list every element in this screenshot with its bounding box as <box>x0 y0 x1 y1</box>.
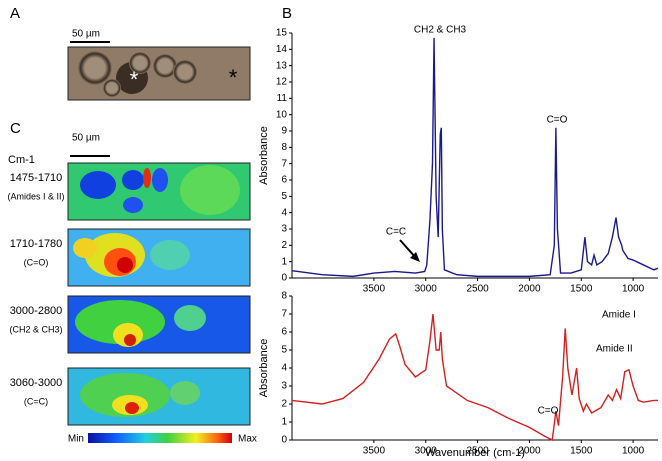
y-axis-label: Absorbance <box>258 126 270 185</box>
y-tick-label: 8 <box>281 142 287 153</box>
spectrum <box>291 37 659 278</box>
band-assignment: (C=C) <box>24 396 48 406</box>
y-tick-label: 14 <box>276 44 288 55</box>
colorbar <box>88 433 232 443</box>
x-tick-label: 3000 <box>415 446 438 457</box>
y-tick-label: 11 <box>277 93 288 104</box>
annotation: Amide II <box>596 344 633 355</box>
y-tick-label: 13 <box>276 60 288 71</box>
map <box>67 228 251 287</box>
y-tick-label: 3 <box>281 381 287 392</box>
y-tick-label: 4 <box>281 363 287 374</box>
map <box>67 367 251 426</box>
y-tick-label: 12 <box>276 77 288 88</box>
micrograph <box>67 46 251 101</box>
x-tick-label: 2500 <box>466 284 489 295</box>
x-tick-label: 1500 <box>570 284 593 295</box>
marker: * <box>130 67 139 92</box>
annotation: C=O <box>547 115 568 126</box>
x-tick-label: 2500 <box>466 446 489 457</box>
colorbar-label: Max <box>238 434 257 445</box>
map <box>67 162 251 221</box>
y-tick-label: 7 <box>281 158 287 169</box>
panel-label: C <box>10 120 21 137</box>
band-range: 1475-1710 <box>10 172 63 184</box>
band-assignment: (CH2 & CH3) <box>9 324 62 334</box>
x-axis-label: Wavenumber (cm-1) <box>425 447 525 459</box>
annotation: C=O <box>538 406 559 417</box>
scale-label: 50 µm <box>72 29 100 40</box>
panel-label: A <box>10 5 20 22</box>
annotation: C=C <box>386 227 406 238</box>
marker: * <box>229 65 238 90</box>
x-tick-label: 3500 <box>363 284 386 295</box>
y-tick-label: 2 <box>281 240 287 251</box>
unit-label: Cm-1 <box>8 154 35 166</box>
arrow-head <box>410 252 420 262</box>
y-tick-label: 9 <box>281 126 287 137</box>
x-tick-label: 3000 <box>415 284 438 295</box>
y-tick-label: 1 <box>281 256 287 267</box>
band-range: 1710-1780 <box>10 238 63 250</box>
band-assignment: (C=O) <box>24 257 49 267</box>
y-tick-label: 10 <box>276 109 288 120</box>
annotation: Amide I <box>602 310 636 321</box>
x-tick-label: 2000 <box>518 446 541 457</box>
y-tick-label: 3 <box>281 224 287 235</box>
spectrum <box>291 313 658 442</box>
band-assignment: (Amides I & II) <box>7 191 64 201</box>
panel-label: B <box>282 5 292 22</box>
x-tick-label: 3500 <box>363 446 386 457</box>
y-tick-label: 7 <box>281 309 287 320</box>
band-range: 3060-3000 <box>10 377 63 389</box>
x-tick-label: 2000 <box>518 284 541 295</box>
annotation: CH2 & CH3 <box>414 25 467 36</box>
y-tick-label: 1 <box>281 417 287 428</box>
colorbar-label: Min <box>68 434 84 445</box>
scale-label: 50 µm <box>72 133 100 144</box>
y-tick-label: 6 <box>281 327 287 338</box>
y-tick-label: 5 <box>281 191 287 202</box>
x-tick-label: 1000 <box>622 284 645 295</box>
y-tick-label: 0 <box>281 273 287 284</box>
y-tick-label: 4 <box>281 207 287 218</box>
x-tick-label: 1000 <box>622 446 645 457</box>
y-tick-label: 15 <box>276 28 288 39</box>
band-range: 3000-2800 <box>10 305 63 317</box>
y-tick-label: 0 <box>281 435 287 446</box>
y-tick-label: 5 <box>281 345 287 356</box>
y-tick-label: 6 <box>281 175 287 186</box>
y-axis-label: Absorbance <box>258 339 270 398</box>
y-tick-label: 8 <box>281 291 287 302</box>
y-tick-label: 2 <box>281 399 287 410</box>
x-tick-label: 1500 <box>570 446 593 457</box>
map <box>67 295 251 354</box>
